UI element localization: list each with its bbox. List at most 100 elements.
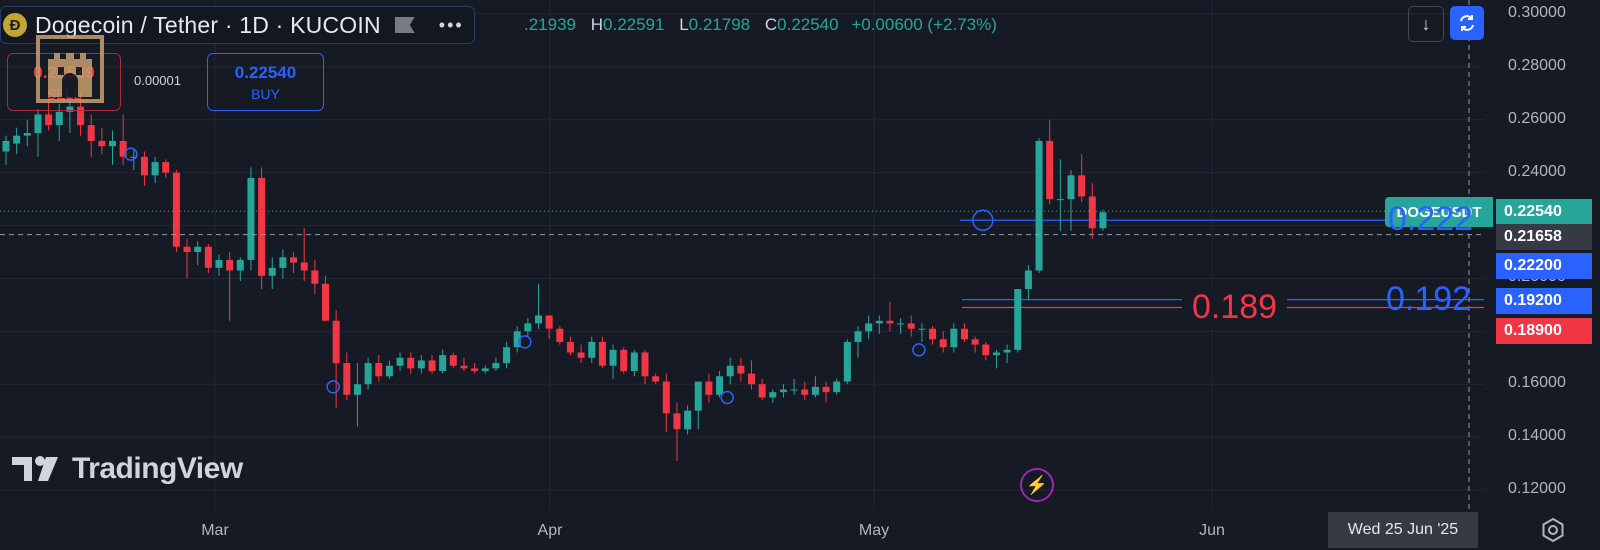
candle: [865, 323, 873, 332]
candle: [598, 341, 606, 366]
candle: [268, 267, 276, 276]
candle: [556, 328, 564, 342]
candle: [300, 262, 308, 271]
price-axis-tick: 0.14000: [1508, 427, 1566, 445]
download-button[interactable]: ↓: [1408, 6, 1444, 42]
candle: [1056, 199, 1064, 201]
candle: [215, 259, 223, 268]
candle: [716, 376, 724, 395]
candle: [375, 363, 383, 377]
symbol-header[interactable]: Ð Dogecoin / Tether · 1D · KUCOIN •••: [0, 6, 475, 44]
price-axis-tick: 0.30000: [1508, 4, 1566, 21]
candle: [343, 363, 351, 395]
candle: [1014, 289, 1022, 350]
crosshair-price-tag: 0.21658: [1496, 224, 1592, 250]
candle: [577, 352, 585, 358]
ohlc-readout: .21939 H0.22591 L0.21798 C0.22540 +0.006…: [524, 15, 997, 35]
candle: [630, 352, 638, 371]
buy-price: 0.22540: [234, 62, 297, 82]
close-value: 0.22540: [777, 15, 839, 34]
candle: [779, 389, 787, 393]
crosshair: [0, 0, 1485, 512]
line-222-label: 0.222: [1388, 200, 1474, 238]
candle: [811, 386, 819, 395]
candle: [1003, 349, 1011, 353]
signal-marker: [720, 390, 734, 405]
candle: [172, 172, 180, 247]
candle: [162, 162, 170, 173]
candle: [503, 347, 511, 364]
time-axis-tick: Jun: [1199, 522, 1225, 539]
candles: [2, 93, 1107, 461]
candle: [641, 352, 649, 377]
candle: [918, 328, 926, 330]
candle: [471, 368, 479, 371]
candle: [311, 270, 319, 284]
price-axis-tick: 0.16000: [1508, 374, 1566, 392]
candle: [34, 114, 42, 133]
candle: [897, 323, 905, 325]
line-192-price-tag: 0.19200: [1496, 288, 1592, 314]
candle: [535, 315, 542, 324]
candle: [55, 111, 63, 126]
candle: [428, 360, 436, 371]
candle: [460, 365, 468, 369]
candle: [353, 384, 361, 395]
candle: [1088, 196, 1096, 229]
candle: [290, 257, 298, 263]
spread-value: 0.00001: [134, 73, 181, 88]
line-222-price-tag: 0.22200: [1496, 253, 1592, 279]
replay-button[interactable]: [1450, 6, 1484, 40]
signal-marker: [518, 335, 532, 349]
candle: [748, 373, 755, 385]
time-axis-tick: Mar: [201, 522, 229, 539]
tradingview-logo[interactable]: TradingView: [12, 452, 243, 486]
candle: [790, 389, 798, 391]
candle: [183, 246, 191, 252]
candle: [492, 363, 500, 369]
candle: [758, 384, 766, 398]
candle: [524, 323, 532, 332]
price-axis-tick: 0.26000: [1508, 109, 1566, 127]
lightning-icon[interactable]: ⚡: [1020, 468, 1054, 502]
candle: [822, 386, 830, 393]
last-price-tag: 0.22540: [1496, 199, 1592, 225]
candle: [439, 355, 447, 371]
candle: [854, 331, 862, 342]
candle: [77, 106, 85, 126]
candle: [652, 376, 660, 382]
signal-marker: [972, 209, 994, 232]
change-value: +0.00600 (+2.73%): [851, 15, 997, 34]
more-options-icon[interactable]: •••: [438, 14, 464, 35]
low-value: 0.21798: [688, 15, 751, 34]
low-key: L: [679, 15, 689, 34]
candle: [1046, 140, 1054, 200]
candle: [609, 349, 617, 366]
candle: [662, 381, 670, 414]
candle: [194, 246, 202, 252]
candle: [481, 368, 489, 371]
line-192-label: 0.192: [1386, 280, 1472, 318]
candle: [407, 357, 415, 369]
flag-icon[interactable]: [394, 17, 415, 33]
candle: [992, 352, 1000, 356]
signal-markers: [124, 147, 994, 405]
settings-icon[interactable]: [1540, 517, 1566, 543]
buy-button[interactable]: 0.22540 BUY: [207, 53, 324, 111]
candle: [258, 177, 266, 276]
candle: [109, 140, 116, 147]
candle: [929, 328, 937, 340]
candle: [87, 125, 95, 141]
high-value: 0.22591: [603, 15, 665, 34]
candle: [130, 156, 138, 158]
candle: [226, 259, 234, 271]
crosshair-date: Wed 25 Jun '25: [1328, 512, 1478, 548]
candle: [971, 339, 979, 345]
time-axis-tick: Apr: [537, 522, 563, 539]
candle: [417, 360, 425, 369]
price-axis-tick: 0.12000: [1508, 480, 1566, 497]
tradingview-wordmark: TradingView: [72, 452, 243, 485]
candle: [332, 320, 340, 364]
candle: [801, 389, 809, 395]
